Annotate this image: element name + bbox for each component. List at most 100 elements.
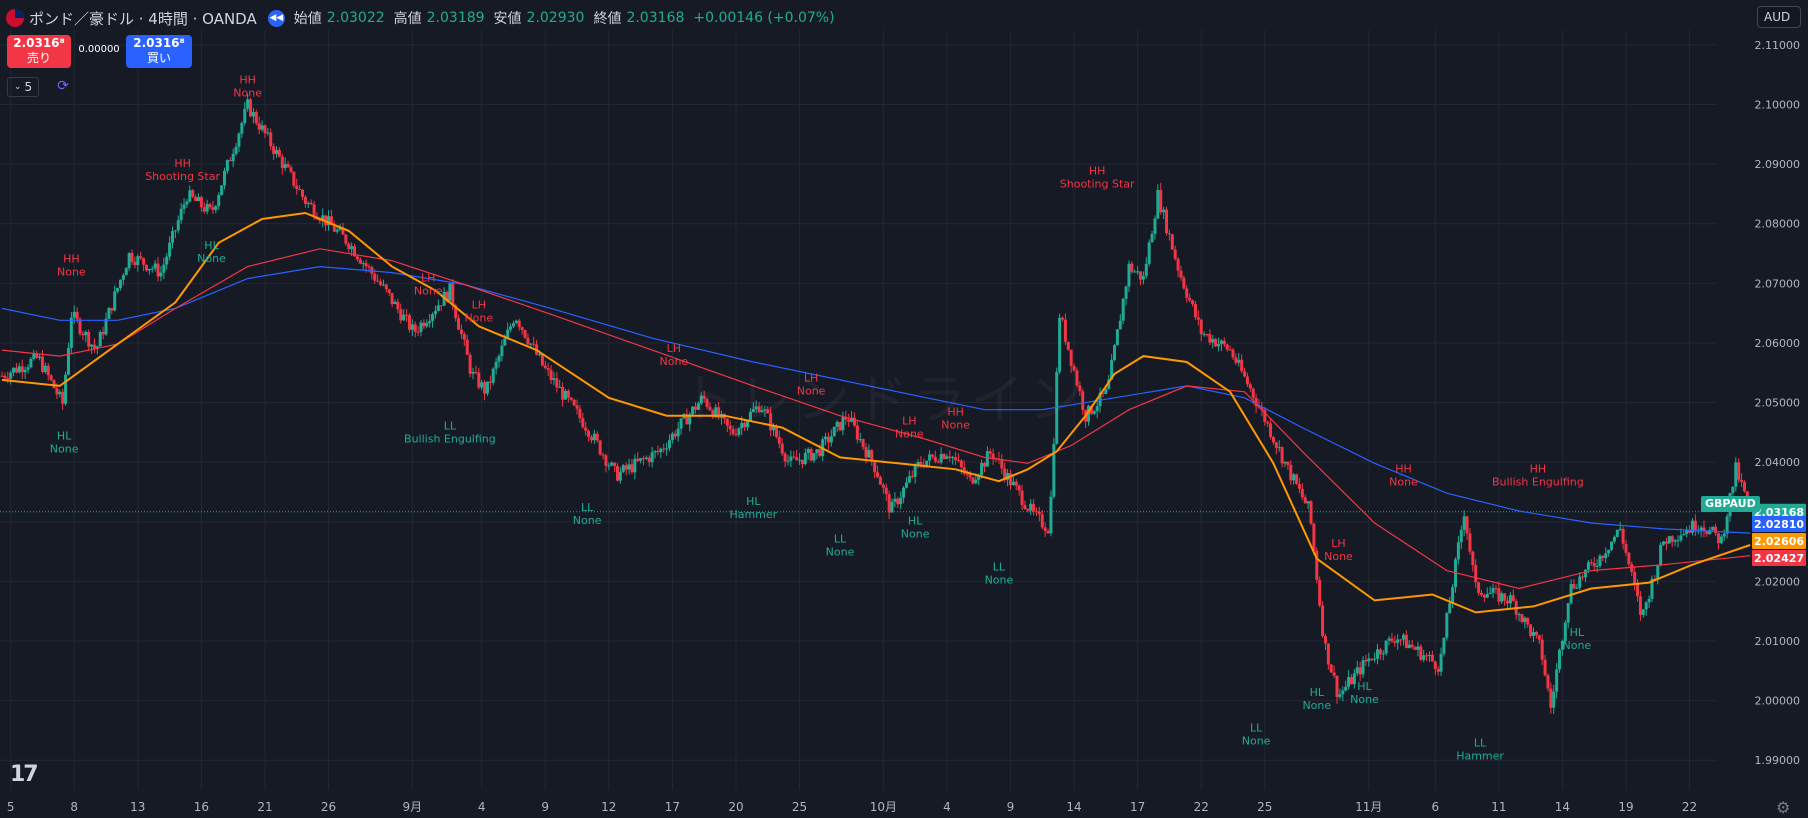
candle-body [1040,514,1044,528]
ohlc-close-value: 2.03168 [626,10,685,26]
interval-toggle[interactable]: ⌄ 5 [7,77,39,97]
candle-body [1150,234,1154,243]
candle-body [1630,564,1634,573]
candle-body [1589,562,1593,564]
candle-body [113,291,117,311]
candle-body [887,494,891,513]
candle-body [1217,344,1221,347]
candle-body [1699,527,1703,531]
candle-body [1401,634,1405,640]
candle-body [1413,647,1417,650]
candle-body [1046,530,1050,534]
candle-body [1323,636,1327,644]
x-tick-label: 26 [321,800,336,814]
candle-body [214,206,218,210]
pattern-label: None [895,428,924,441]
candle-body [1508,595,1512,604]
candle-body [92,344,96,349]
gear-icon[interactable]: ⚙ [1776,798,1791,817]
sell-button[interactable]: 2.0316⁸ 売り [7,35,71,68]
candle-body [58,391,62,395]
y-tick-label: 2.06000 [1755,337,1801,350]
candle-body [454,305,458,319]
candle-body [1352,673,1356,685]
candle-body [1260,407,1264,410]
candle-body [1058,317,1062,372]
candle-body [873,461,877,473]
candle-body [1147,242,1151,264]
candle-body [147,268,151,271]
y-tick-label: 2.04000 [1755,456,1801,469]
candle-body [211,207,215,210]
candle-body [613,462,617,467]
candle-body [249,99,253,117]
candle-body [523,330,527,338]
candle-body [798,459,802,461]
candle-body [642,458,646,460]
buy-button[interactable]: 2.0316⁸ 買い [126,35,192,68]
candle-body [890,501,894,513]
candle-body [9,372,13,379]
ohlc-high-label: 高値 [393,11,422,27]
symbol-title[interactable]: ポンド／豪ドル · 4時間 · OANDA [29,9,257,28]
candle-body [1263,409,1267,422]
x-tick-label: 20 [728,800,743,814]
buy-price: 2.0316⁸ [133,36,185,50]
candle-body [1497,588,1501,602]
candle-body [1459,529,1463,543]
candle-body [1358,667,1362,675]
y-tick-label: 2.01000 [1755,635,1801,648]
y-tick-label: 2.05000 [1755,397,1801,410]
candle-body [532,343,536,345]
candle-body [1043,527,1047,531]
candle-body [584,427,588,431]
candle-body [1656,564,1660,579]
candle-body [647,457,651,463]
candle-body [639,458,643,461]
candle-body [1546,675,1550,689]
candle-body [266,132,270,134]
candle-body [1624,543,1628,553]
candle-body [907,476,911,483]
candle-body [381,284,385,286]
candle-body [1581,576,1585,578]
candle-body [665,448,669,450]
candle-body [858,439,862,441]
candle-body [618,471,622,481]
replay-icon[interactable]: ◀◀ [267,9,285,27]
candle-body [1341,690,1345,695]
sync-icon[interactable]: ⟳ [57,78,69,94]
candle-body [951,457,955,459]
candle-body [1332,672,1336,676]
candle-body [1615,529,1619,537]
candle-body [361,263,365,265]
candle-body [1566,603,1570,623]
candle-body [1110,360,1114,380]
price-tag-value: 2.02810 [1754,518,1804,531]
candle-body [1410,644,1414,648]
candle-body [29,358,33,368]
candle-body [497,356,501,362]
candle-body [933,456,937,462]
candle-body [592,433,596,441]
swing-label: LL [1474,736,1487,749]
candle-body [760,410,764,412]
candle-body [809,448,813,461]
candle-body [40,356,44,372]
candle-body [1526,617,1530,625]
candle-body [1685,530,1689,534]
currency-button[interactable]: AUD [1757,6,1801,28]
candle-body [621,465,625,472]
tradingview-logo[interactable]: 17 [10,762,39,787]
candle-body [956,460,960,462]
candle-body [630,464,634,473]
candle-body [725,418,729,426]
candle-body [1266,421,1270,424]
candle-body [662,448,666,450]
candle-body [772,425,776,431]
y-tick-label: 2.09000 [1755,158,1801,171]
candle-body [170,231,174,243]
candle-body [295,185,299,189]
candle-body [433,310,437,315]
